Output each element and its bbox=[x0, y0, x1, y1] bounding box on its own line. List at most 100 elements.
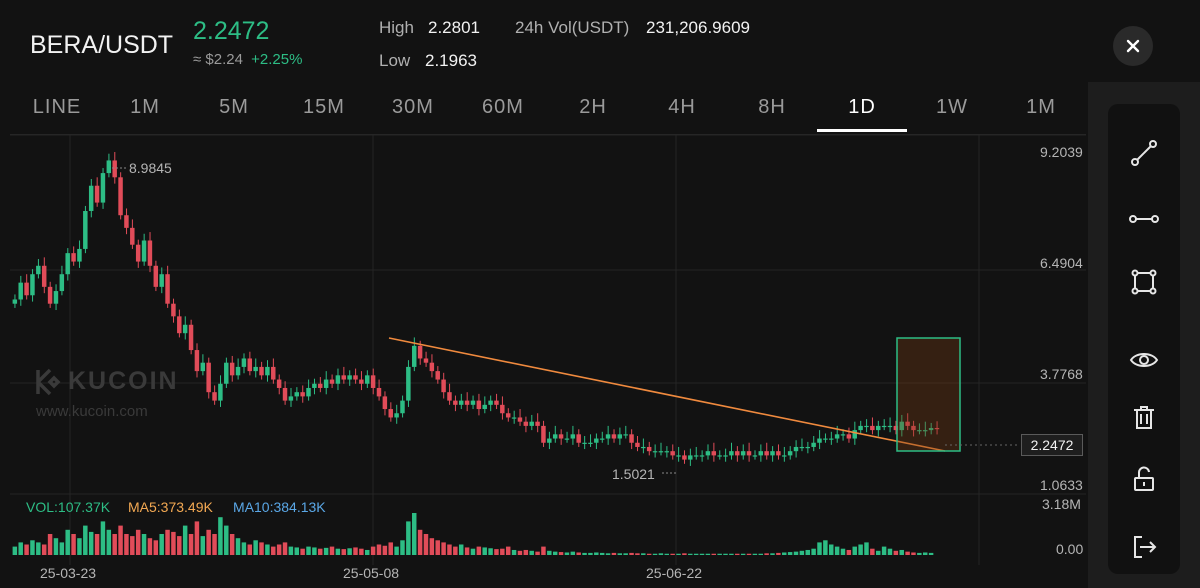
rectangle-tool-button[interactable] bbox=[1125, 263, 1163, 301]
candle-body bbox=[840, 434, 846, 436]
candle-body bbox=[30, 274, 35, 296]
candle-body bbox=[124, 215, 129, 228]
trend-line-tool-button[interactable] bbox=[1125, 134, 1163, 172]
volume-bar bbox=[458, 544, 464, 555]
volume-bar bbox=[106, 529, 112, 555]
candle-body bbox=[893, 425, 899, 431]
high-annotation: 8.9845 bbox=[129, 160, 172, 176]
candle-body bbox=[464, 400, 470, 405]
candle-body bbox=[729, 451, 734, 456]
volume-bar bbox=[582, 552, 587, 555]
tab-30m[interactable]: 30M bbox=[392, 96, 434, 118]
volume-bar bbox=[194, 521, 200, 555]
volume-tick-max: 3.18M bbox=[1042, 496, 1081, 512]
volume-bar bbox=[294, 547, 299, 555]
volume-bar bbox=[341, 549, 346, 555]
candle-body bbox=[899, 421, 904, 431]
candle-body bbox=[24, 282, 29, 296]
tab-4h[interactable]: 4H bbox=[668, 96, 696, 118]
tab-60m[interactable]: 60M bbox=[482, 96, 524, 118]
tab-5m[interactable]: 5M bbox=[219, 96, 249, 118]
candle-body bbox=[235, 366, 241, 376]
tab-line[interactable]: LINE bbox=[32, 96, 82, 118]
candle-body bbox=[18, 282, 23, 300]
candle-body bbox=[570, 434, 576, 439]
volume-bar bbox=[206, 529, 211, 555]
ma10-legend: MA10:384.13K bbox=[233, 499, 326, 515]
volume-bar bbox=[312, 547, 317, 555]
drawing-toolbar-panel bbox=[1108, 104, 1180, 574]
volume-bar bbox=[805, 549, 810, 555]
tab-1m[interactable]: 1M bbox=[130, 96, 160, 118]
kucoin-logo-icon bbox=[36, 368, 61, 396]
volume-bar bbox=[511, 549, 517, 555]
volume-bar bbox=[770, 553, 775, 555]
volume-bar bbox=[617, 553, 623, 555]
volume-bar bbox=[787, 552, 793, 555]
volume-bar bbox=[41, 544, 47, 555]
volume-bar bbox=[699, 553, 705, 555]
low-value: 2.1963 bbox=[425, 51, 477, 70]
candle-body bbox=[253, 366, 258, 372]
tab-15m[interactable]: 15M bbox=[303, 96, 345, 118]
volume-bar bbox=[729, 553, 734, 555]
candle-body bbox=[241, 358, 247, 367]
volume-bar bbox=[922, 552, 928, 555]
trend-line-drawing[interactable] bbox=[388, 337, 946, 452]
candle-body bbox=[699, 455, 705, 457]
candle-body bbox=[400, 400, 405, 414]
volume-bar bbox=[88, 531, 94, 555]
candle-body bbox=[218, 383, 223, 401]
candle-body bbox=[852, 430, 857, 439]
volume-bar bbox=[300, 548, 305, 555]
volume-bar bbox=[12, 546, 18, 555]
tab-1mo[interactable]: 1M bbox=[1026, 96, 1056, 118]
volume-bar bbox=[917, 552, 922, 555]
interval-tabs: LINE 1M 5M 15M 30M 60M 2H 4H 8H 1D 1W 1M bbox=[0, 92, 1086, 132]
tab-1w[interactable]: 1W bbox=[936, 96, 968, 118]
close-button[interactable] bbox=[1113, 26, 1153, 66]
volume-bars-group bbox=[12, 513, 934, 555]
volume-bar bbox=[306, 546, 311, 555]
date-tick-3: 25-06-22 bbox=[646, 565, 703, 581]
tab-8h[interactable]: 8H bbox=[758, 96, 786, 118]
tab-1d[interactable]: 1D bbox=[848, 96, 876, 118]
target-rectangle-drawing[interactable] bbox=[896, 337, 961, 452]
candle-body bbox=[441, 379, 446, 393]
tab-2h[interactable]: 2H bbox=[579, 96, 607, 118]
visibility-toggle-button[interactable] bbox=[1125, 341, 1163, 379]
candle-body bbox=[488, 400, 493, 405]
candle-body bbox=[153, 265, 159, 287]
candle-body bbox=[212, 392, 217, 401]
volume-bar bbox=[588, 552, 593, 555]
volume-bar bbox=[488, 548, 493, 555]
candle-body bbox=[505, 413, 511, 418]
candlestick-chart[interactable] bbox=[0, 135, 1086, 588]
volume-bar bbox=[564, 552, 570, 555]
watermark-url: www.kucoin.com bbox=[36, 403, 148, 420]
price-tick-2: 6.4904 bbox=[1040, 255, 1083, 271]
candle-body bbox=[247, 358, 253, 372]
volume-bar bbox=[347, 548, 352, 555]
candle-body bbox=[382, 396, 388, 410]
candle-body bbox=[435, 371, 440, 380]
volume-bar bbox=[664, 553, 670, 555]
delete-drawings-button[interactable] bbox=[1125, 398, 1163, 436]
candle-body bbox=[65, 253, 70, 275]
ma5-legend: MA5:373.49K bbox=[128, 499, 213, 515]
volume-bar bbox=[793, 551, 799, 555]
volume-label: 24h Vol(USDT) bbox=[515, 18, 630, 37]
volume-bar bbox=[24, 544, 29, 555]
volume-bar bbox=[453, 546, 458, 555]
candle-body bbox=[846, 434, 852, 439]
candle-body bbox=[417, 345, 423, 359]
volume-bar bbox=[641, 553, 646, 555]
volume-bar bbox=[411, 513, 417, 555]
lock-drawings-button[interactable] bbox=[1125, 460, 1163, 498]
volume-bar bbox=[670, 553, 675, 555]
volume-bar bbox=[235, 538, 241, 555]
candle-body bbox=[388, 409, 393, 418]
exit-drawing-button[interactable] bbox=[1125, 528, 1163, 566]
candle-body bbox=[723, 455, 728, 457]
horizontal-line-tool-button[interactable] bbox=[1125, 200, 1163, 238]
